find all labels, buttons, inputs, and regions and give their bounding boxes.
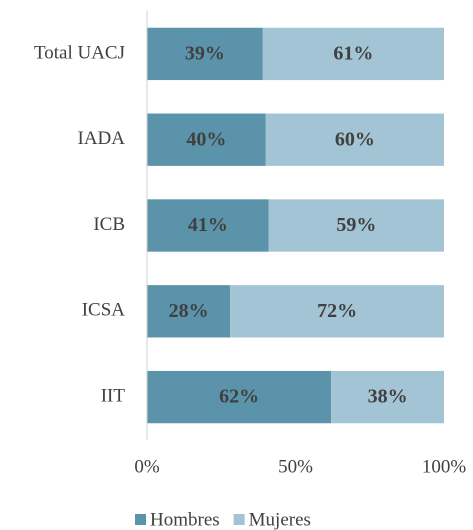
legend-label: Hombres <box>150 509 220 530</box>
bar-segment <box>147 285 231 338</box>
y-tick-label: Total UACJ <box>34 42 125 63</box>
y-tick-label: ICSA <box>82 300 126 321</box>
bar-segment <box>268 199 444 252</box>
bar-segment <box>230 285 444 338</box>
x-tick-label: 100% <box>422 456 467 477</box>
x-tick-label: 0% <box>134 456 160 477</box>
data-label: 62% <box>219 386 259 408</box>
data-label: 72% <box>317 300 357 322</box>
y-tick-label: IIT <box>101 385 126 406</box>
bar-segment <box>331 370 444 424</box>
bar-segment <box>262 27 444 81</box>
y-tick-label: IADA <box>78 128 126 149</box>
y-tick-label: ICB <box>93 214 125 235</box>
data-label: 28% <box>169 300 209 322</box>
x-tick-label: 50% <box>278 456 313 477</box>
data-label: 59% <box>336 214 376 236</box>
bar-segment <box>147 370 332 424</box>
data-label: 41% <box>188 214 228 236</box>
data-label: 39% <box>185 42 225 64</box>
legend-label: Mujeres <box>249 509 311 530</box>
bar-segment <box>147 113 266 166</box>
data-label: 61% <box>333 42 373 64</box>
bar-segment <box>147 27 263 81</box>
data-label: 60% <box>335 128 375 150</box>
bar-segment <box>147 199 269 252</box>
data-label: 38% <box>368 386 408 408</box>
data-label: 40% <box>186 128 226 150</box>
legend-swatch <box>233 514 245 525</box>
bar-segment <box>265 113 444 166</box>
legend-swatch <box>135 514 146 525</box>
